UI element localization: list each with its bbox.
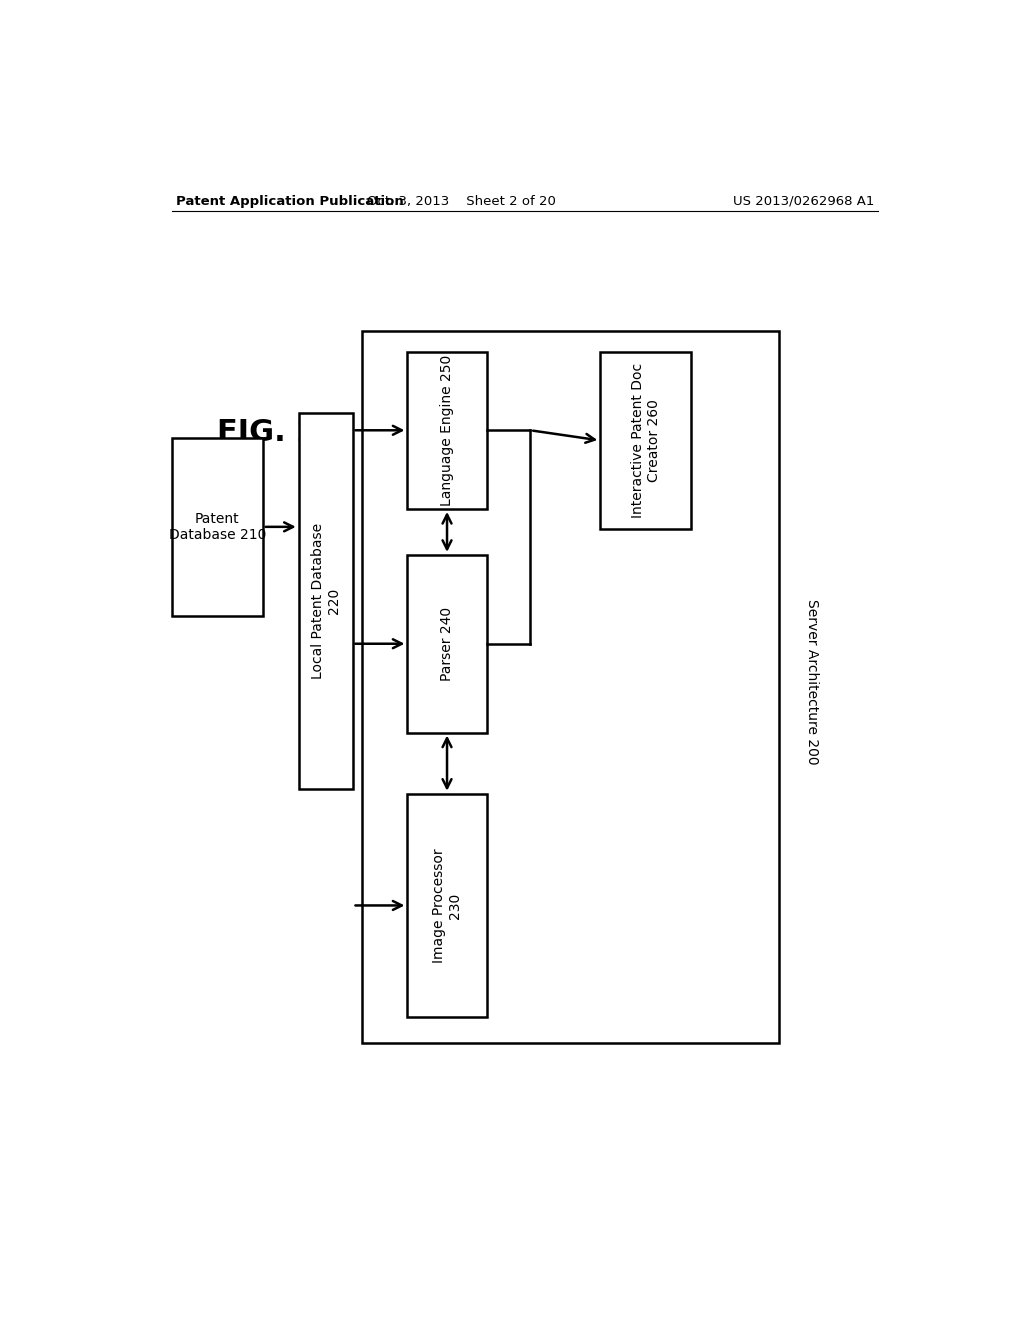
Bar	[299, 412, 352, 788]
Text: Parser 240: Parser 240	[440, 607, 454, 681]
Text: Patent Application Publication: Patent Application Publication	[176, 194, 403, 207]
Text: Oct. 3, 2013    Sheet 2 of 20: Oct. 3, 2013 Sheet 2 of 20	[367, 194, 556, 207]
Text: Patent
Database 210: Patent Database 210	[169, 512, 266, 543]
Bar	[408, 351, 486, 510]
Bar	[172, 438, 263, 615]
Bar	[362, 331, 779, 1043]
Text: US 2013/0262968 A1: US 2013/0262968 A1	[732, 194, 873, 207]
Bar	[408, 554, 486, 733]
Bar	[408, 793, 486, 1018]
Bar	[600, 351, 691, 529]
Text: Interactive Patent Doc
Creator 260: Interactive Patent Doc Creator 260	[631, 363, 660, 517]
Text: Language Engine 250: Language Engine 250	[440, 355, 454, 506]
Text: Local Patent Database
220: Local Patent Database 220	[310, 523, 341, 678]
Text: Image Processor
230: Image Processor 230	[432, 849, 462, 962]
Text: Server Architecture 200: Server Architecture 200	[805, 599, 819, 764]
Text: FIG. 2: FIG. 2	[217, 418, 317, 447]
